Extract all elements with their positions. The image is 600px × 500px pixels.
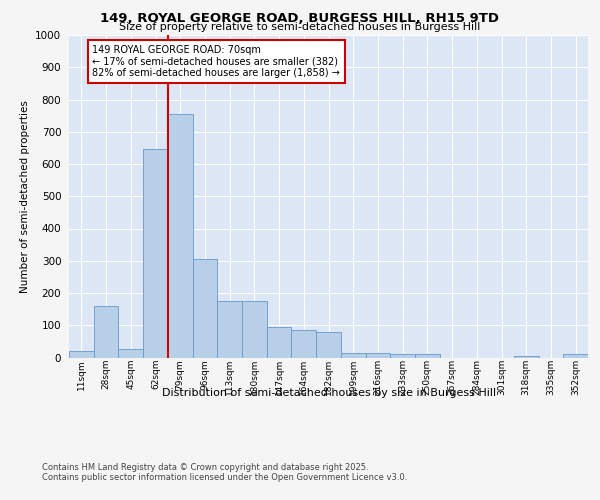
Bar <box>292 330 316 357</box>
Bar <box>118 350 143 358</box>
Bar <box>242 301 267 358</box>
Text: Contains public sector information licensed under the Open Government Licence v3: Contains public sector information licen… <box>42 474 407 482</box>
Bar <box>563 354 588 358</box>
Bar <box>365 352 390 358</box>
Bar <box>143 150 168 358</box>
Text: 149 ROYAL GEORGE ROAD: 70sqm
← 17% of semi-detached houses are smaller (382)
82%: 149 ROYAL GEORGE ROAD: 70sqm ← 17% of se… <box>92 44 340 78</box>
Bar <box>415 354 440 358</box>
Bar <box>390 354 415 358</box>
Y-axis label: Number of semi-detached properties: Number of semi-detached properties <box>20 100 29 292</box>
Bar <box>341 352 365 358</box>
Text: Size of property relative to semi-detached houses in Burgess Hill: Size of property relative to semi-detach… <box>119 22 481 32</box>
Bar <box>217 301 242 358</box>
Text: Contains HM Land Registry data © Crown copyright and database right 2025.: Contains HM Land Registry data © Crown c… <box>42 464 368 472</box>
Bar <box>316 332 341 357</box>
Bar <box>168 114 193 358</box>
Text: Distribution of semi-detached houses by size in Burgess Hill: Distribution of semi-detached houses by … <box>162 388 496 398</box>
Bar <box>193 259 217 358</box>
Bar <box>267 327 292 358</box>
Text: 149, ROYAL GEORGE ROAD, BURGESS HILL, RH15 9TD: 149, ROYAL GEORGE ROAD, BURGESS HILL, RH… <box>101 12 499 26</box>
Bar <box>69 351 94 358</box>
Bar <box>514 356 539 358</box>
Bar <box>94 306 118 358</box>
